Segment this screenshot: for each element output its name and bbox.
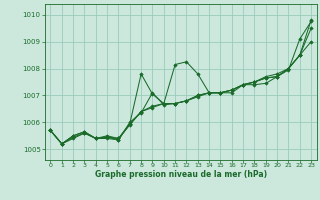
X-axis label: Graphe pression niveau de la mer (hPa): Graphe pression niveau de la mer (hPa) [95, 170, 267, 179]
